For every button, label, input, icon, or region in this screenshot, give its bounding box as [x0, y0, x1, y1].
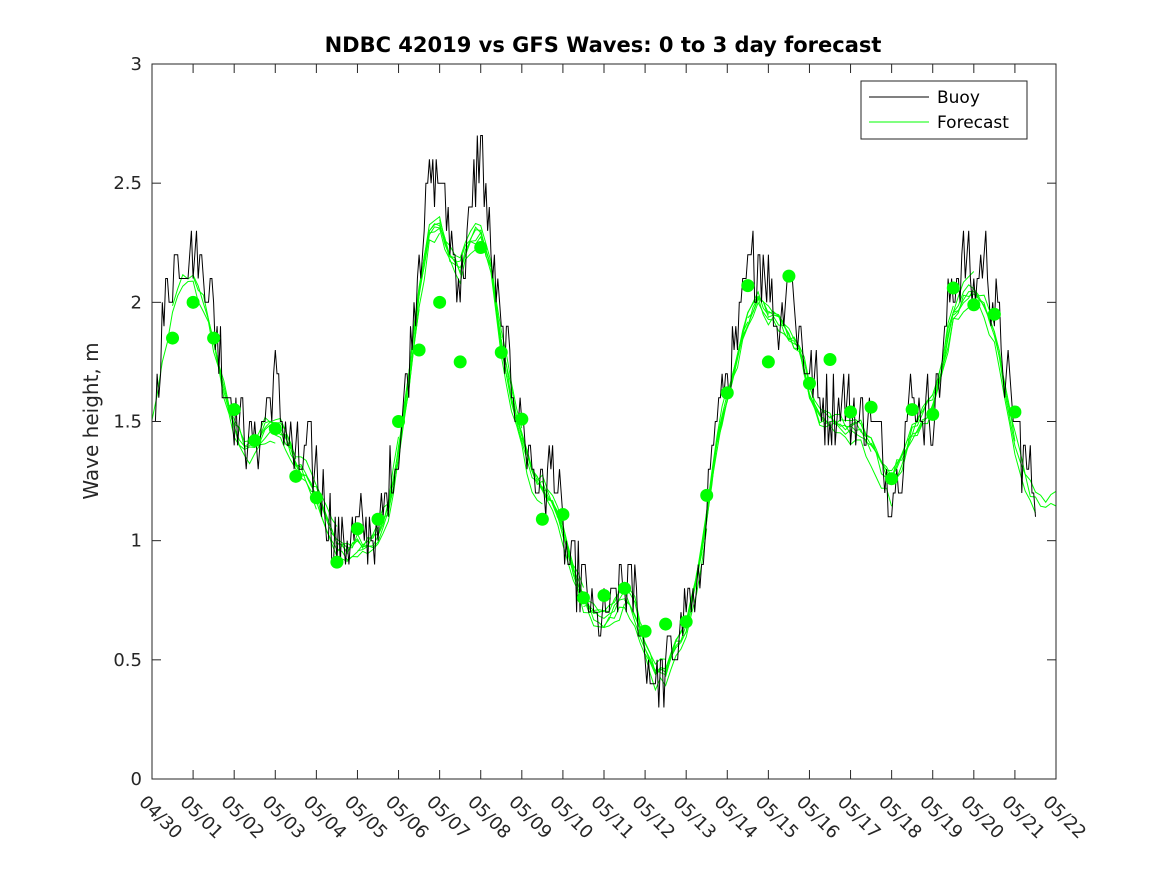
forecast-marker — [720, 386, 734, 400]
chart-title: NDBC 42019 vs GFS Waves: 0 to 3 day fore… — [325, 33, 882, 57]
forecast-marker — [166, 331, 180, 345]
forecast-line — [336, 222, 461, 553]
y-tick-label: 0 — [131, 769, 142, 790]
legend-box — [860, 80, 1028, 140]
forecast-marker — [782, 269, 796, 283]
legend-forecast-label: Forecast — [937, 113, 1009, 133]
forecast-marker — [309, 491, 323, 505]
forecast-line — [398, 215, 523, 450]
forecast-marker — [885, 472, 899, 486]
forecast-marker — [576, 591, 590, 605]
forecast-line — [151, 280, 276, 465]
y-axis-label: Wave height, m — [79, 342, 103, 499]
forecast-line — [418, 226, 543, 505]
legend-buoy-label: Buoy — [937, 88, 980, 108]
forecast-marker — [659, 617, 673, 631]
forecast-marker — [741, 279, 755, 293]
forecast-markers-layer — [166, 241, 1022, 638]
forecast-marker — [987, 307, 1001, 321]
forecast-marker — [350, 522, 364, 536]
forecast-marker — [967, 298, 981, 312]
forecast-marker — [926, 407, 940, 421]
forecast-marker — [289, 469, 303, 483]
forecast-marker — [474, 241, 488, 255]
buoy-line — [152, 135, 1036, 708]
forecast-marker — [330, 555, 344, 569]
y-tick-label: 0.5 — [113, 650, 142, 671]
y-tick-label: 3 — [131, 54, 142, 75]
forecast-marker — [679, 615, 693, 629]
forecast-line — [315, 233, 441, 561]
forecast-marker — [268, 422, 282, 436]
forecast-marker — [905, 403, 919, 417]
forecast-marker — [761, 355, 775, 369]
y-tick-label: 2.5 — [113, 173, 142, 194]
forecast-marker — [1008, 405, 1022, 419]
forecast-marker — [535, 512, 549, 526]
forecast-marker — [392, 415, 406, 428]
y-tick-label: 1.5 — [113, 412, 142, 433]
y-axis-ticks: 0 0.5 1 1.5 2 2.5 3 — [113, 54, 1056, 790]
legend: Buoy Forecast — [860, 80, 1028, 140]
forecast-marker — [227, 403, 241, 417]
forecast-marker — [412, 343, 426, 357]
forecast-marker — [618, 581, 632, 595]
forecast-marker — [433, 295, 447, 309]
forecast-marker — [802, 376, 816, 390]
forecast-marker — [946, 281, 960, 295]
forecast-marker — [556, 507, 570, 521]
forecast-marker — [597, 588, 611, 602]
forecast-marker — [844, 405, 858, 419]
forecast-marker — [453, 355, 467, 369]
forecast-marker — [207, 331, 221, 345]
y-tick-label: 1 — [131, 531, 142, 552]
forecast-line — [809, 384, 934, 478]
forecast-marker — [515, 412, 529, 426]
forecast-marker — [823, 353, 837, 367]
forecast-marker — [248, 434, 262, 448]
y-tick-label: 2 — [131, 292, 142, 313]
forecast-marker — [700, 488, 714, 502]
forecast-marker — [864, 400, 878, 414]
forecast-marker — [638, 624, 652, 638]
buoy-line-layer — [152, 135, 1036, 708]
forecast-marker — [186, 295, 200, 309]
forecast-marker — [494, 345, 508, 359]
forecast-marker — [371, 512, 385, 526]
